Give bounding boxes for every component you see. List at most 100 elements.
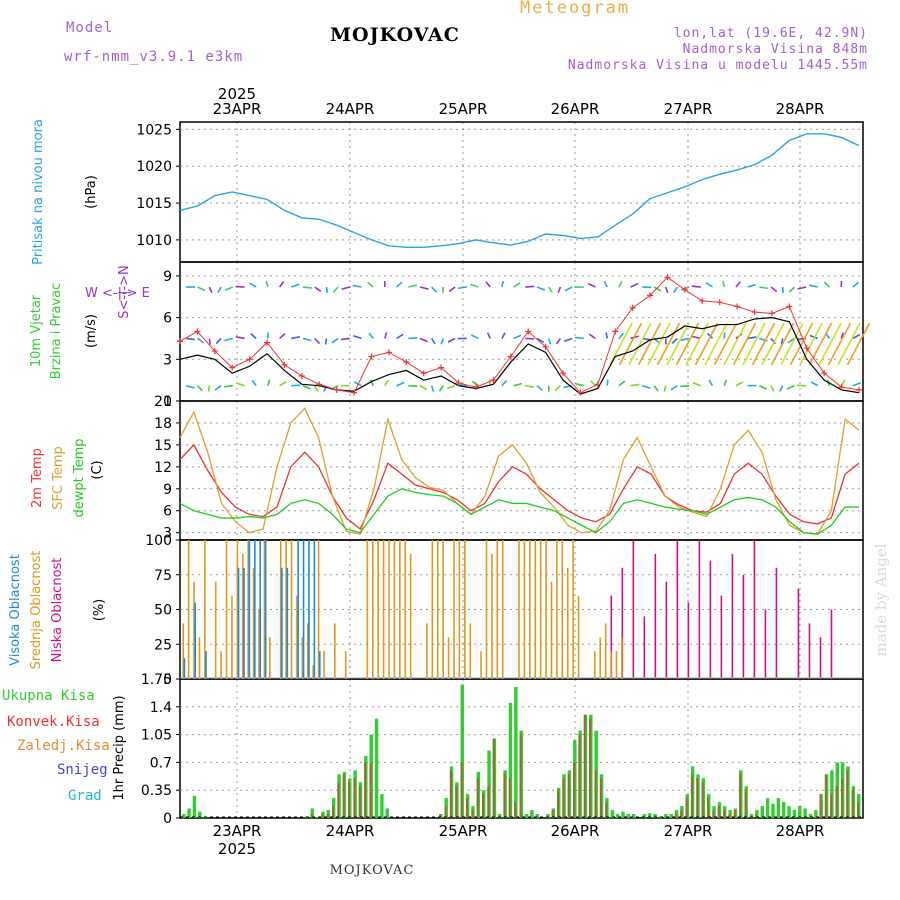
wind-arrow [691,285,701,288]
wind-arrow [666,322,690,366]
wind-arrow [278,281,285,288]
precip-conv-bar [835,786,838,818]
precip-conv-bar [471,810,474,818]
precip-conv-bar [503,774,506,818]
precip-total-bar [514,686,518,818]
precip-conv-bar [364,762,367,818]
precip-conv-bar [353,778,356,818]
gust-marker [177,338,183,345]
gust-marker [525,328,532,335]
wind-arrow [587,282,596,288]
wind-arrow [419,385,428,391]
precip-conv-bar [487,786,490,818]
precip-conv-bar [605,802,608,818]
gust-marker [699,297,706,304]
wind-arrow [618,380,626,387]
wind-arrow [341,286,351,291]
y-tick-label: 50 [154,603,172,619]
wind-arrow [430,385,435,392]
y-tick-label: 9 [163,482,172,498]
gust-marker [647,292,654,299]
wind-arrow [197,337,205,344]
date-label-bottom: 25APR [439,822,488,840]
precip-conv-bar [594,770,597,818]
wind-gust-series [179,276,860,394]
wind-arrow [441,286,445,294]
temp-series-2 [179,407,860,535]
precip-conv-bar [707,798,709,818]
precip-conv-bar [701,782,704,818]
wind-arrow [513,382,523,387]
wind-arrow [685,322,709,366]
precip-conv-bar [460,762,463,818]
gust-marker [856,386,862,393]
y-tick-label: 21 [154,394,172,410]
date-label-bottom: 24APR [326,822,375,840]
precip-total-bar [535,814,539,818]
year-label-top: 2025 [218,85,256,103]
precip-conv-bar [342,774,345,818]
wind-arrow [302,384,311,390]
wind-arrow [770,322,795,366]
wind-arrow [438,385,445,392]
wind-arrow [758,384,768,390]
wind-arrow [396,281,403,288]
page-title: MOJKOVAC [330,24,460,46]
y-tick-label: 6 [163,504,172,520]
wind-arrow [513,282,521,288]
y-tick-label: 6 [163,311,172,327]
wind-arrow [457,286,467,290]
wind-arrow [547,338,552,345]
wind-arrow [694,322,719,366]
wind-arrow [352,284,362,288]
precip-legend-item: Konvek.Kisa [7,714,100,730]
wind-arrow [384,379,389,387]
precip-conv-bar [583,714,586,818]
wind-arrow [770,286,778,293]
precip-total-bar [182,814,186,818]
wind-arrow [513,334,522,340]
panel-frame-3 [179,400,864,541]
precip-conv-bar [508,778,511,818]
precip-total-bar [648,813,652,818]
precip-total-bar [530,810,534,818]
precip-legend-item: Ukupna Kisa [2,688,95,704]
precip-legend-item: Snijeg [57,762,108,778]
y-tick-label: 0.7 [150,755,172,771]
wind-arrow [735,381,744,387]
precip-total-bar [380,794,384,818]
panel2-unit: (m/s) [84,314,99,348]
wind-arrow [705,282,713,288]
y-tick-label: 12 [154,460,172,476]
wind-arrow [440,338,445,345]
wind-arrow [325,286,329,294]
wind-arrow [852,333,861,340]
precip-conv-bar [444,806,447,818]
precip-total-bar [814,810,818,818]
y-tick-label: 0 [163,394,172,410]
y-tick-label: 3 [163,526,172,542]
wind-arrow [574,336,584,340]
precip-conv-bar [348,782,351,818]
precip-conv-bar [846,770,849,818]
wind-arrow [797,286,807,290]
y-tick-label: 9 [163,269,172,285]
precip-conv-bar [482,794,484,818]
wind-arrow [279,381,287,387]
precip-total-bar [621,811,625,818]
wind-arrow [536,337,545,344]
wind-arrow [314,385,319,392]
y-tick-label: 3 [163,352,172,368]
wind-arrow [846,322,871,366]
precip-total-bar [198,811,202,818]
model-value: wrf-nmm_v3.9.1 e3km [64,49,244,65]
precip-conv-bar [578,734,581,818]
wind-arrow [485,281,491,288]
gust-marker [664,274,671,281]
wind-arrow [605,332,608,339]
y-tick-label: 25 [154,637,172,653]
panel1-title: Pritisak na nivou mora [31,119,46,265]
wind-arrow [722,280,725,288]
precip-total-bar [626,814,631,818]
